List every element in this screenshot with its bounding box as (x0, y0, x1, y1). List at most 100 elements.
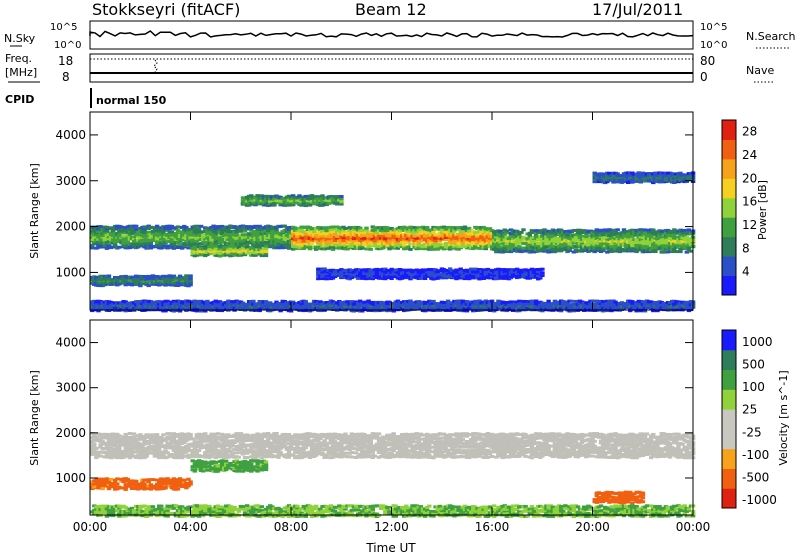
power-cell (416, 232, 421, 236)
power-cell (623, 245, 629, 249)
power-cell (615, 232, 620, 236)
power-cell (230, 241, 235, 245)
power-cell (148, 241, 153, 245)
power-cell (169, 283, 174, 287)
power-cell (546, 299, 551, 303)
power-cell (406, 245, 411, 249)
power-cell (226, 228, 231, 232)
power-cell (177, 274, 183, 278)
power-cell (571, 309, 576, 313)
power-cell (416, 226, 421, 230)
power-cell (140, 240, 145, 244)
nave-label: Nave (746, 64, 774, 77)
power-cell (309, 194, 315, 198)
power-cell (525, 307, 530, 311)
power-cell (150, 282, 156, 286)
power-cell (215, 231, 220, 235)
search-label: N.Search (746, 30, 796, 43)
power-cell (663, 244, 669, 248)
power-cell (475, 230, 480, 234)
power-cell (443, 227, 449, 231)
power-cell (672, 247, 677, 251)
power-cell (320, 229, 325, 233)
power-cell (569, 299, 574, 303)
power-cell (330, 227, 336, 231)
power-cell (328, 246, 334, 250)
power-cell (163, 274, 168, 278)
power-cell (431, 247, 436, 251)
freq-tick-top: 18 (58, 54, 73, 68)
power-cell (389, 233, 394, 237)
power-cell (282, 224, 287, 228)
power-cell (670, 238, 675, 242)
power-cell (565, 234, 570, 237)
nave-tick-bottom: 0 (700, 70, 708, 84)
power-cell (341, 231, 346, 235)
power-cell (609, 243, 614, 247)
power-cell (588, 229, 593, 233)
power-cell (303, 194, 308, 198)
power-cell (494, 235, 499, 239)
power-cell (339, 202, 344, 206)
power-cell (104, 231, 110, 235)
power-cell (297, 194, 302, 198)
power-cell (481, 268, 486, 272)
power-cell (314, 195, 319, 199)
power-cell (345, 242, 350, 246)
power-cell (194, 224, 200, 228)
power-cell (198, 224, 204, 228)
power-cell (203, 309, 208, 313)
power-cell (402, 243, 407, 247)
power-cell (552, 250, 558, 254)
power-cell (343, 268, 348, 272)
freq-tick-bottom: 8 (62, 70, 70, 84)
power-cell (450, 246, 455, 250)
power-cell (263, 194, 269, 198)
power-cell (494, 277, 499, 281)
power-cell (318, 242, 323, 246)
power-cell (544, 248, 549, 252)
power-cell (385, 243, 390, 247)
power-cell (324, 277, 329, 281)
power-cell (674, 250, 679, 254)
power-cell (636, 171, 641, 175)
power-cell (134, 224, 139, 228)
power-cell (221, 246, 227, 250)
power-cell (142, 227, 147, 231)
power-cell (129, 245, 135, 249)
power-cell (626, 243, 631, 247)
power-cell (433, 245, 438, 249)
power-cell (590, 299, 595, 303)
power-cell (665, 250, 671, 254)
power-cell (244, 245, 250, 249)
power-cell (150, 226, 156, 230)
power-cell (253, 224, 258, 228)
power-cell (255, 232, 260, 236)
power-cell (659, 235, 664, 239)
power-cell (108, 231, 114, 235)
power-cell (106, 274, 112, 278)
power-cell (311, 230, 317, 234)
power-cell (138, 284, 143, 288)
power-cell (565, 301, 570, 305)
power-cell (366, 307, 371, 311)
power-cell (489, 229, 495, 233)
power-cell (364, 247, 369, 251)
nave-tick-top: 80 (700, 54, 715, 68)
power-cell (286, 246, 292, 250)
power-cell (678, 250, 683, 254)
power-cell (92, 239, 97, 243)
power-cell (169, 224, 174, 228)
power-cell (502, 233, 507, 237)
power-cell (175, 232, 181, 236)
power-cell (594, 233, 599, 237)
power-cell (96, 309, 101, 313)
power-cell (286, 244, 292, 248)
sky-tick-bottom: 10^0 (54, 40, 81, 51)
power-cell (171, 274, 177, 278)
power-cell (90, 309, 95, 313)
power-cell (165, 299, 170, 303)
power-cell (177, 309, 183, 313)
power-cell (364, 243, 369, 247)
power-cell (445, 226, 451, 229)
